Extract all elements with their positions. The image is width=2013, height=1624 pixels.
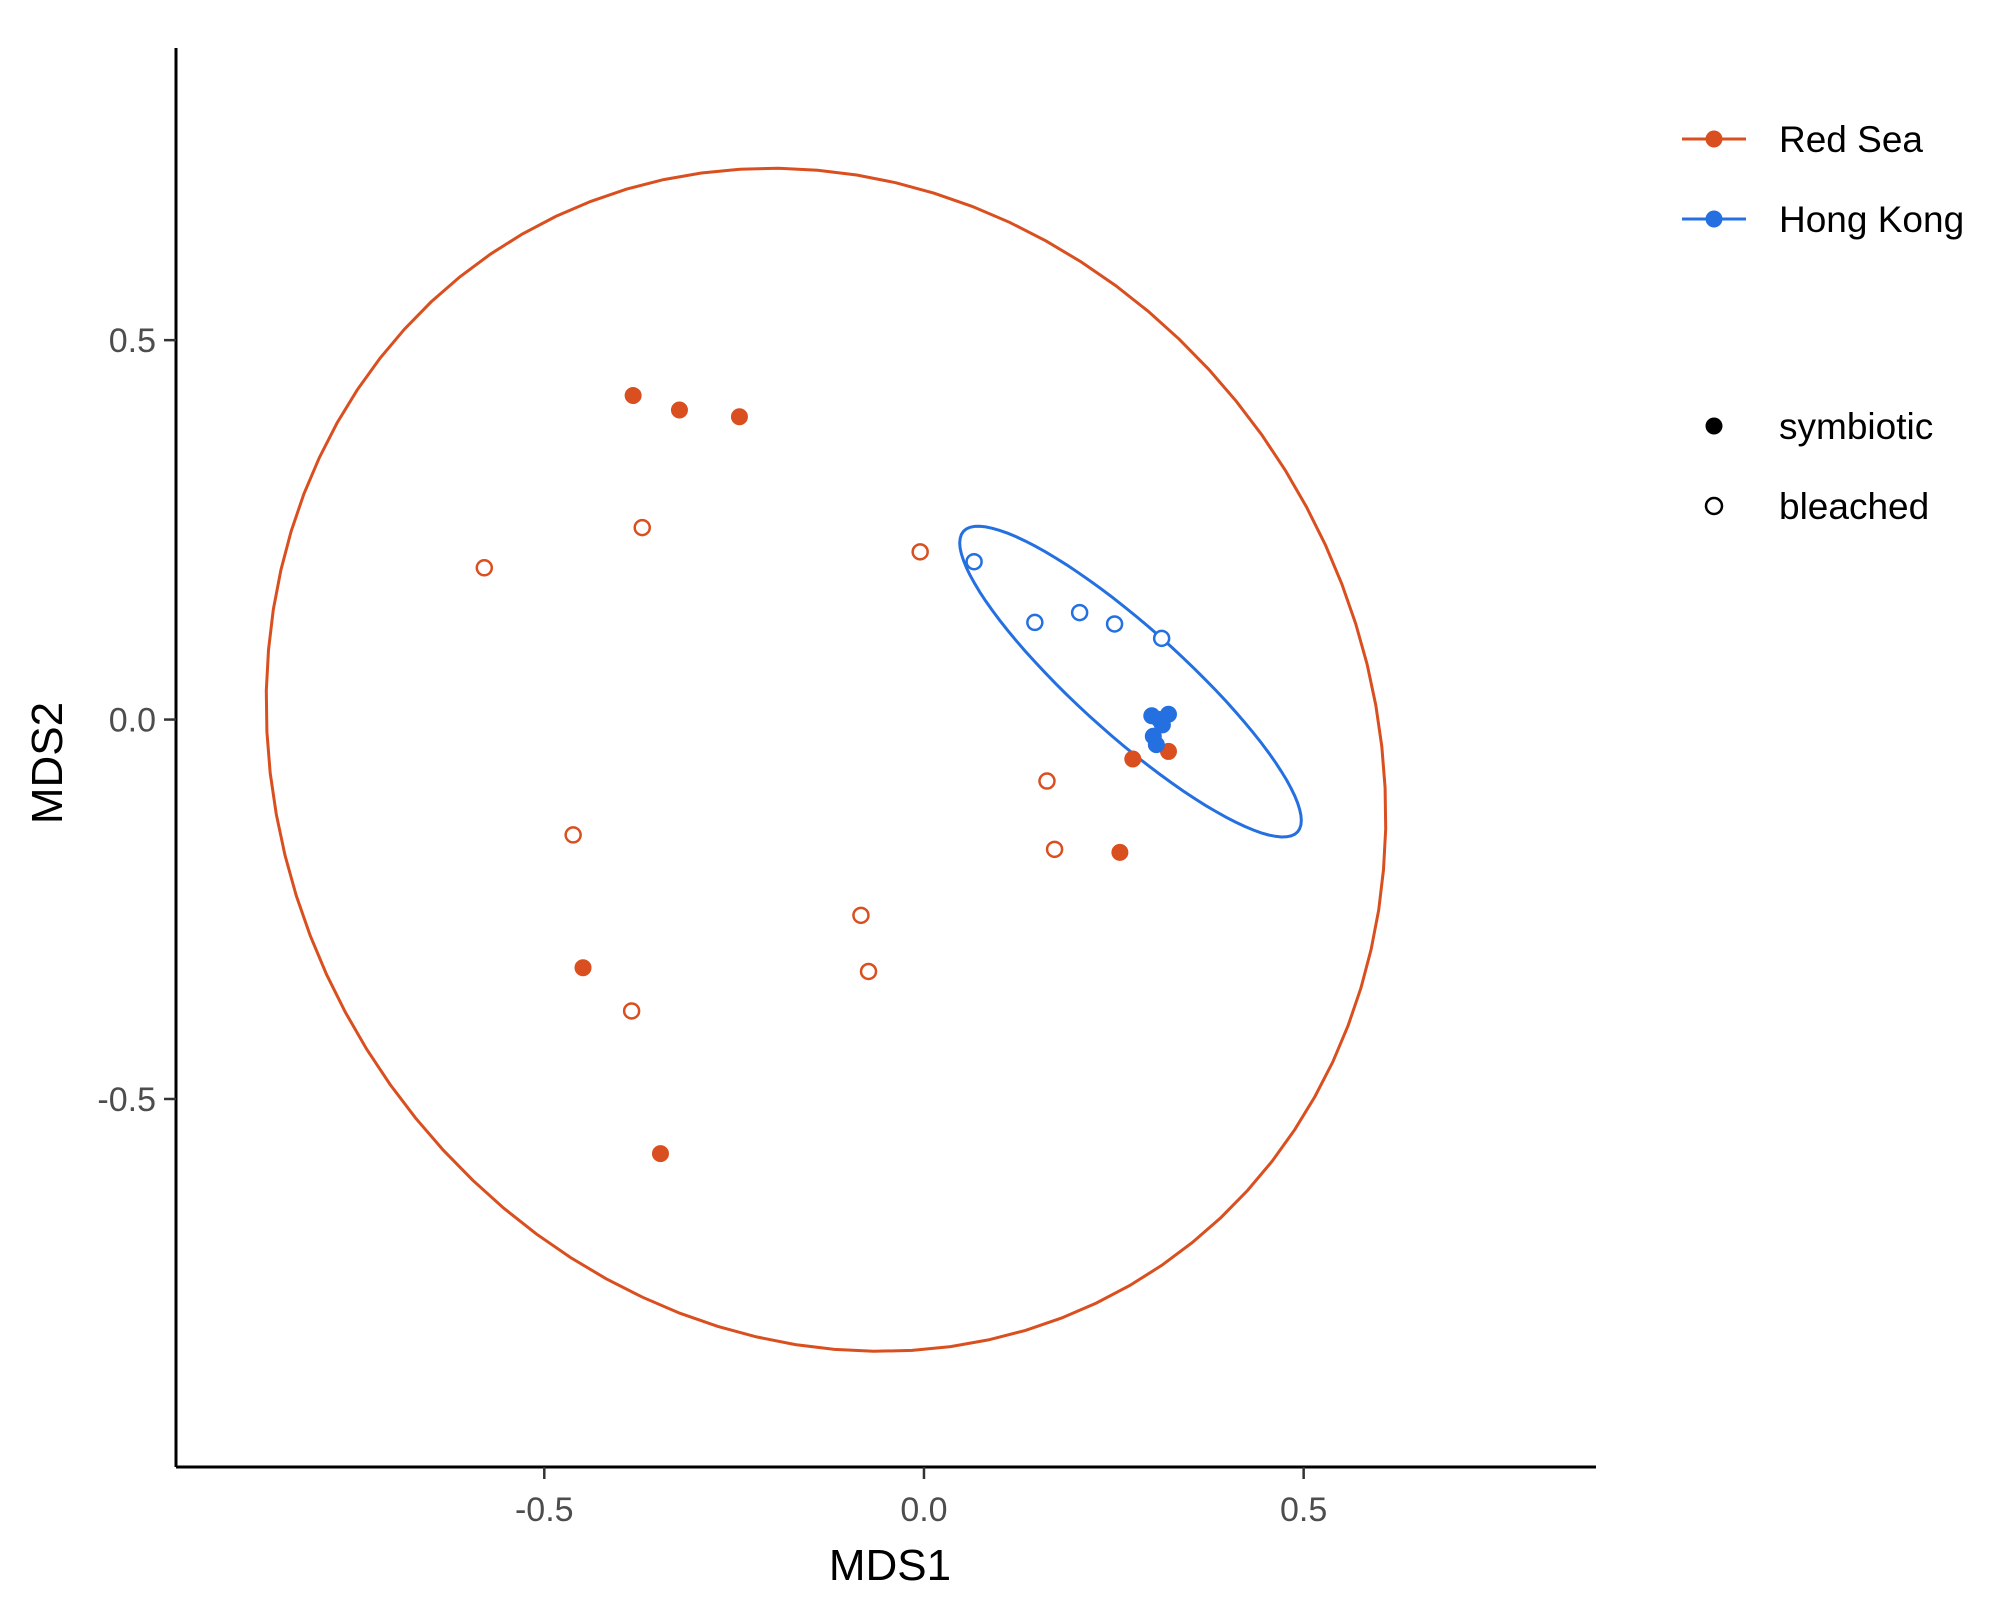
legend-key-point-hong-kong xyxy=(1705,210,1723,228)
x-axis-title: MDS1 xyxy=(829,1541,951,1590)
hong-kong-bleached-point xyxy=(1152,629,1171,648)
red-sea-symbiotic-point xyxy=(670,401,688,419)
hong-kong-symbiotic-point xyxy=(1147,736,1165,754)
confidence-ellipses xyxy=(264,166,1388,1353)
x-tick-label: -0.5 xyxy=(515,1491,574,1529)
red-sea-symbiotic-point xyxy=(1124,750,1142,768)
red-sea-bleached-point xyxy=(633,518,651,537)
red-sea-bleached-point xyxy=(852,906,870,925)
plot-panel xyxy=(264,166,1388,1353)
axes: -0.5 0.0 0.5 -0.5 0.0 0.5 xyxy=(97,48,1596,1529)
red-sea-symbiotic-point xyxy=(574,959,592,977)
red-sea-bleached-point xyxy=(564,826,582,844)
hong-kong-bleached-point xyxy=(1026,613,1044,632)
x-axis-ticks: -0.5 0.0 0.5 xyxy=(515,1467,1327,1529)
red-sea-bleached-point xyxy=(911,543,929,561)
red-sea-symbiotic-point xyxy=(730,408,748,426)
legend-label-symbiotic: symbiotic xyxy=(1779,406,1933,447)
y-tick-label: -0.5 xyxy=(97,1081,156,1119)
red-sea-bleached-point xyxy=(859,962,878,981)
legend-label-hong-kong: Hong Kong xyxy=(1779,199,1964,240)
legend-label-bleached: bleached xyxy=(1779,486,1929,527)
legend-key-point-red-sea xyxy=(1705,130,1723,148)
data-points xyxy=(475,387,1177,1163)
red-sea-bleached-point xyxy=(1045,840,1064,859)
legend-key-bleached xyxy=(1704,496,1724,516)
y-tick-label: 0.0 xyxy=(109,702,156,740)
red-sea-bleached-point xyxy=(622,1002,641,1020)
red-sea-symbiotic-point xyxy=(1111,843,1129,861)
red-sea-bleached-point xyxy=(475,559,494,577)
legend: Red Sea Hong Kong symbiotic bleached xyxy=(1682,119,1964,527)
legend-key-symbiotic xyxy=(1705,417,1723,435)
x-tick-label: 0.5 xyxy=(1280,1491,1327,1529)
hong-kong-bleached-point xyxy=(1070,603,1089,622)
y-tick-label: 0.5 xyxy=(109,322,156,360)
legend-label-red-sea: Red Sea xyxy=(1779,119,1923,160)
red-sea-ellipse xyxy=(264,166,1388,1353)
y-axis-title: MDS2 xyxy=(23,702,72,824)
red-sea-symbiotic-point xyxy=(624,387,642,405)
red-sea-bleached-point xyxy=(1038,772,1056,790)
hong-kong-bleached-point xyxy=(1105,615,1124,633)
x-tick-label: 0.0 xyxy=(900,1491,947,1529)
y-axis-ticks: -0.5 0.0 0.5 xyxy=(97,322,176,1119)
red-sea-symbiotic-point xyxy=(651,1145,669,1163)
hong-kong-bleached-point xyxy=(965,552,983,571)
hong-kong-symbiotic-point xyxy=(1153,716,1171,734)
hong-kong-ellipse xyxy=(958,524,1303,839)
